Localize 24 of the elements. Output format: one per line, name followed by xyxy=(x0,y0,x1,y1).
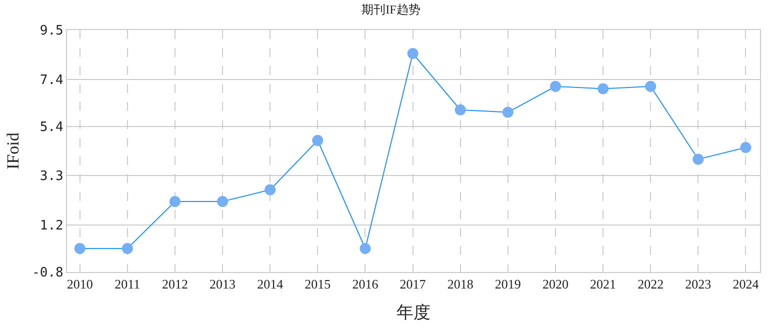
x-tick-label: 2018 xyxy=(447,276,474,292)
x-tick-label: 2021 xyxy=(590,276,616,292)
x-tick-label: 2010 xyxy=(66,276,93,292)
y-tick-label: 5.4 xyxy=(40,120,64,135)
x-tick-label: 2013 xyxy=(210,276,236,292)
x-tick-label: 2011 xyxy=(114,276,140,292)
x-tick-label: 2015 xyxy=(304,276,331,292)
x-tick-label: 2014 xyxy=(257,276,284,292)
y-tick-label: 1.2 xyxy=(40,218,64,234)
y-tick-label: -0.8 xyxy=(32,266,64,281)
x-tick-label: 2017 xyxy=(400,276,426,292)
y-tick-label: 9.5 xyxy=(40,24,64,39)
x-axis-title: 年度 xyxy=(396,303,430,322)
chart-title: 期刊IF趋势 xyxy=(362,2,420,16)
x-tick-label: 2020 xyxy=(542,276,568,292)
x-tick-label: 2012 xyxy=(162,276,188,292)
x-tick-label: 2022 xyxy=(638,276,664,292)
x-tick-label: 2016 xyxy=(352,276,379,292)
x-tick-label: 2019 xyxy=(494,276,521,292)
y-axis-title: IFoid xyxy=(4,132,23,170)
y-tick-label: 7.4 xyxy=(40,72,64,88)
x-tick-label: 2023 xyxy=(685,276,712,292)
x-tick-label: 2024 xyxy=(732,276,760,292)
y-tick-label: 3.3 xyxy=(40,169,64,184)
